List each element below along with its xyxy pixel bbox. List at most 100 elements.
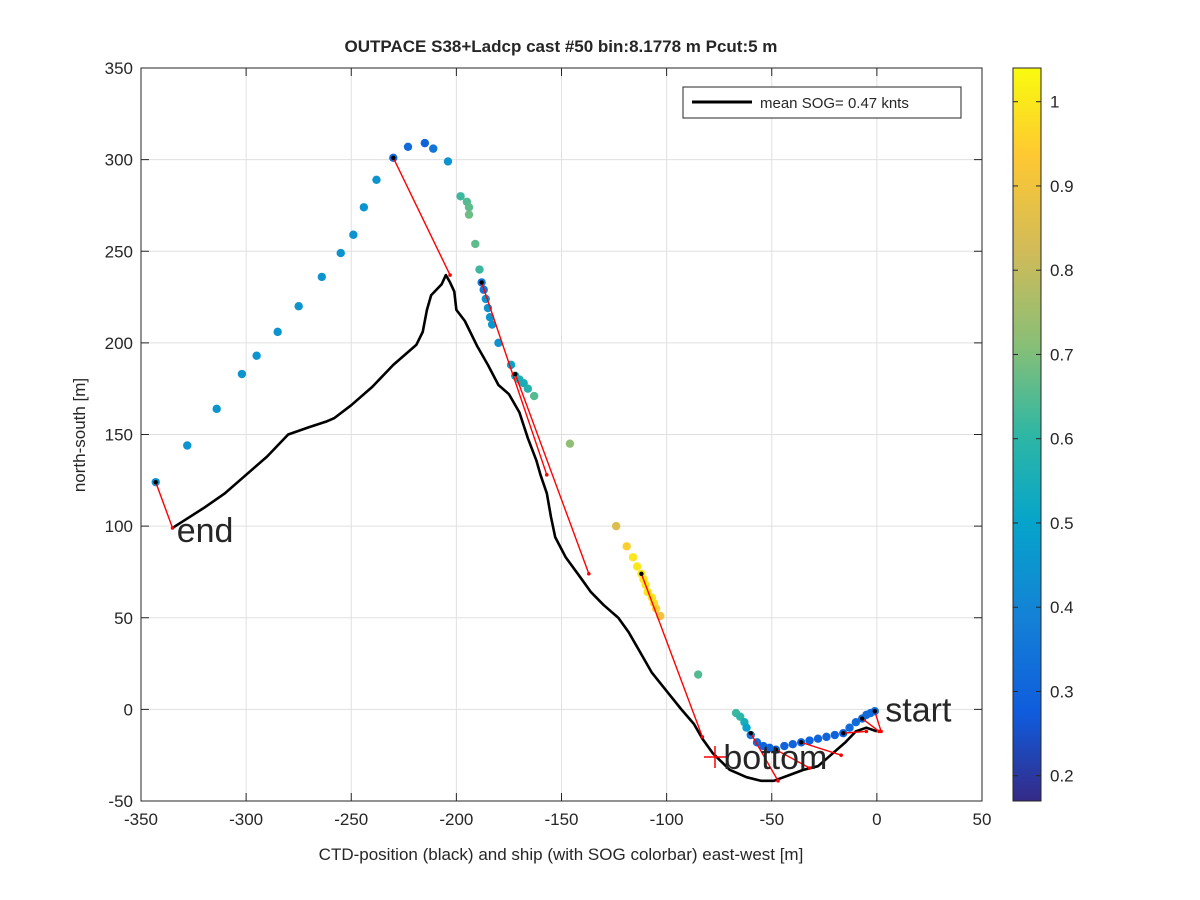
ship-point	[403, 142, 413, 151]
connector-line	[392, 157, 451, 276]
ctd-anchor-mark	[879, 729, 883, 734]
ship-point	[183, 441, 192, 450]
y-tick-label: 250	[105, 242, 133, 261]
ctd-anchor-mark	[587, 571, 591, 576]
colorbar-tick-label: 0.4	[1050, 598, 1074, 617]
colorbar-tick-label: 1	[1050, 93, 1059, 112]
ship-point	[464, 203, 474, 212]
chart-title: OUTPACE S38+Ladcp cast #50 bin:8.1778 m …	[345, 37, 778, 56]
y-tick-label: 0	[124, 700, 133, 719]
ship-point	[693, 670, 703, 679]
connector-line	[514, 373, 590, 575]
ship-point	[851, 718, 861, 727]
ship-point	[252, 351, 261, 360]
grid-lines	[140, 67, 983, 802]
y-tick-label: 350	[105, 59, 133, 78]
ctd-track-group	[171, 273, 878, 783]
ctd-anchor-mark	[448, 273, 452, 277]
ctd-anchor-mark	[807, 766, 812, 770]
annotation-bottom: bottom	[723, 739, 827, 777]
ship-point	[780, 741, 789, 751]
ctd-anchor-mark	[864, 729, 869, 734]
connector-line	[843, 730, 867, 734]
colorbar-tick-label: 0.6	[1050, 430, 1074, 449]
y-tick-label: -50	[108, 792, 133, 811]
ship-anchor-mark	[859, 716, 865, 721]
colorbar-tick-label: 0.7	[1050, 345, 1074, 364]
ship-point	[429, 144, 438, 153]
ship-anchor-mark	[748, 730, 753, 736]
y-axis-label: north-south [m]	[70, 378, 89, 492]
colorbar-tick-label: 0.5	[1050, 514, 1074, 533]
x-tick-label: -350	[124, 810, 158, 829]
ship-point	[336, 248, 345, 258]
annotations-group: start bottom end	[177, 512, 952, 777]
colorbar-ticks: 0.2 0.3 0.4 0.5 0.6 0.7 0.8 0.9 1	[1013, 93, 1074, 786]
x-tick-label: -300	[229, 810, 263, 829]
ship-point	[494, 338, 503, 348]
ship-point	[759, 741, 768, 751]
y-tick-label: 100	[105, 517, 133, 536]
ship-anchor-mark	[153, 479, 158, 485]
ctd-anchor-mark	[544, 473, 549, 477]
ship-point	[212, 404, 221, 414]
ship-anchor-mark	[773, 747, 779, 752]
ship-point	[830, 730, 840, 740]
ship-point	[813, 734, 823, 743]
connector-line	[750, 732, 779, 782]
ship-point	[742, 723, 751, 732]
plot-area: -350 -300 -250 -200 -150 -100 -50 0 50 -50 0 50 100 1…	[105, 59, 992, 829]
ship-point	[788, 739, 797, 749]
ship-point	[822, 732, 831, 742]
annotation-end: end	[177, 512, 234, 550]
x-tick-label: -250	[334, 810, 368, 829]
y-tick-label: 200	[105, 334, 133, 353]
ship-point	[471, 239, 480, 249]
ship-point	[632, 562, 642, 571]
colorbar-tick-label: 0.8	[1050, 261, 1074, 280]
x-tick-label: -50	[759, 810, 784, 829]
ship-point	[420, 138, 430, 148]
legend: mean SOG= 0.47 knts	[682, 86, 962, 119]
ship-point	[443, 157, 453, 166]
ship-point	[349, 230, 358, 239]
ctd-anchor-mark	[839, 753, 843, 757]
ship-point	[845, 723, 854, 732]
x-tick-label: -100	[650, 810, 684, 829]
y-tick-label: 300	[105, 151, 133, 170]
x-tick-label: 0	[872, 810, 881, 829]
connector-line	[775, 749, 810, 769]
connector-line	[874, 710, 882, 732]
ship-point	[523, 384, 533, 393]
legend-entry: mean SOG= 0.47 knts	[760, 95, 909, 112]
ship-point	[611, 521, 621, 531]
ship-point	[805, 736, 814, 745]
ship-point	[765, 743, 774, 753]
x-tick-label: -150	[544, 810, 578, 829]
ctd-anchor-mark	[700, 735, 705, 739]
x-tick-label: 50	[973, 810, 992, 829]
ship-point	[622, 542, 631, 551]
ship-point	[317, 272, 327, 282]
ship-point	[294, 302, 303, 311]
ship-point	[487, 320, 497, 329]
ship-anchor-mark	[513, 371, 518, 377]
x-axis-label: CTD-position (black) and ship (with SOG …	[319, 845, 804, 864]
axis-ticks: -350 -300 -250 -200 -150 -100 -50 0 50 -50 0 50 100 1…	[105, 59, 992, 829]
connector-line	[861, 717, 880, 732]
ship-points-group	[151, 138, 879, 754]
ship-point	[529, 391, 539, 401]
ship-point	[359, 203, 369, 212]
colorbar-tick-label: 0.9	[1050, 177, 1074, 196]
ship-point	[475, 265, 484, 274]
y-tick-label: 150	[105, 426, 133, 445]
ship-anchor-mark	[479, 280, 484, 285]
ship-anchor-mark	[841, 730, 846, 736]
y-tick-label: 50	[114, 609, 133, 628]
ship-point	[456, 192, 465, 201]
colorbar-tick-label: 0.3	[1050, 682, 1074, 701]
ship-point	[628, 553, 638, 562]
colorbar-tick-label: 0.2	[1050, 767, 1074, 786]
ship-anchor-mark	[639, 571, 644, 576]
